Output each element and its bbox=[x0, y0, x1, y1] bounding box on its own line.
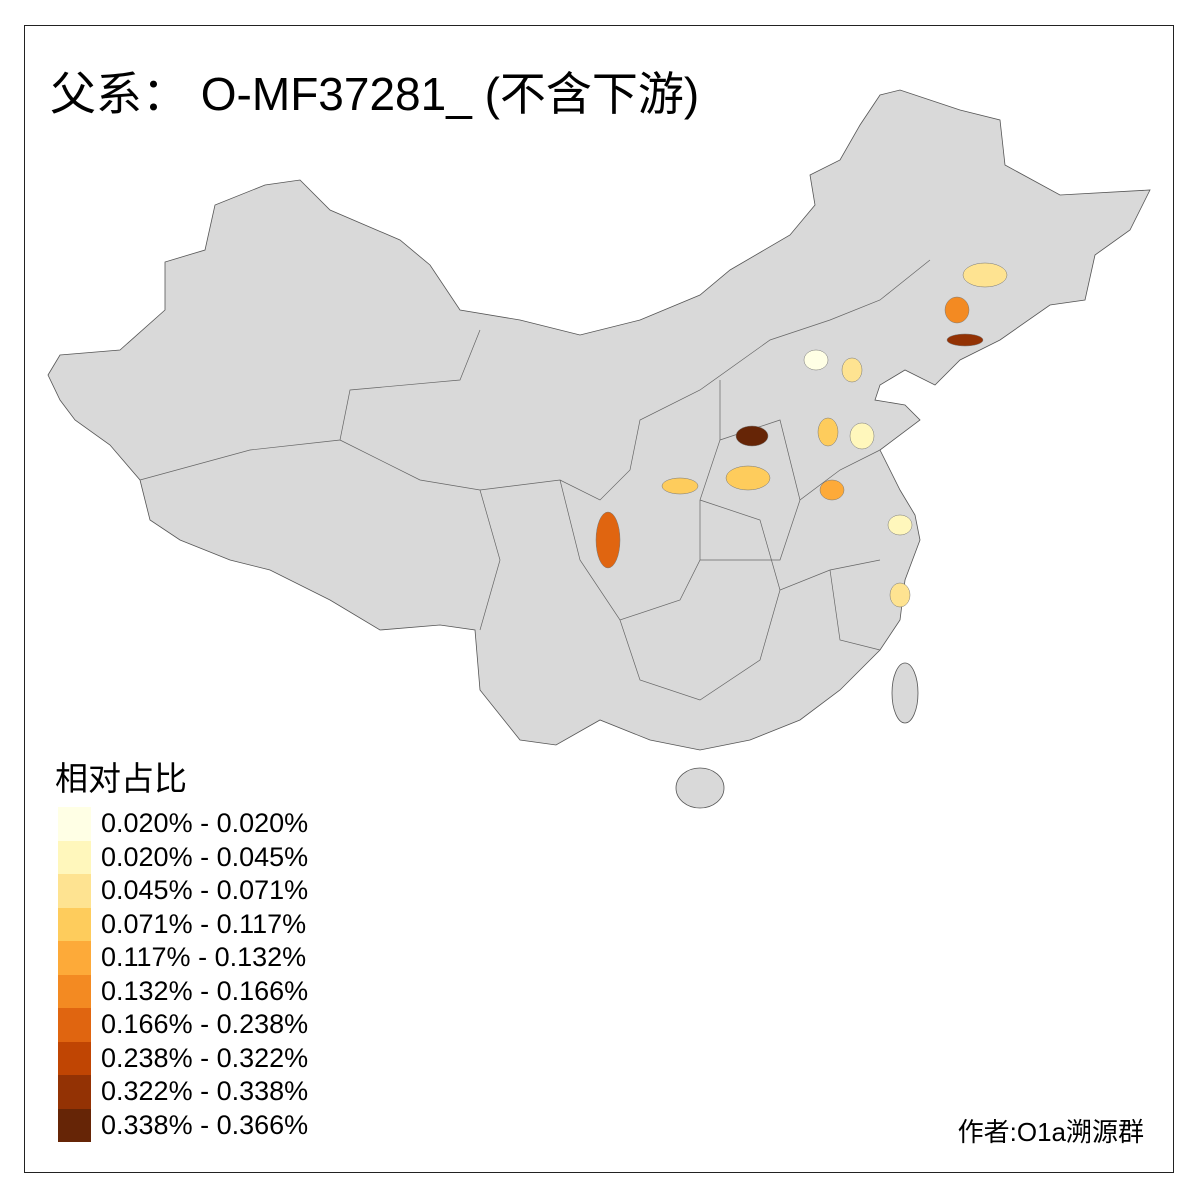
highlighted-region bbox=[725, 465, 771, 491]
legend-label: 0.020% - 0.020% bbox=[101, 808, 309, 839]
legend-swatch bbox=[58, 974, 91, 1008]
legend-item: 0.238% - 0.322% bbox=[58, 1041, 309, 1075]
legend-label: 0.045% - 0.071% bbox=[101, 875, 309, 906]
legend-swatch bbox=[58, 840, 91, 874]
highlighted-region bbox=[817, 417, 839, 447]
map-title: 父系： O-MF37281_ (不含下游) bbox=[50, 68, 700, 120]
map-frame bbox=[24, 25, 1174, 1173]
legend-label: 0.117% - 0.132% bbox=[101, 942, 307, 973]
legend-label: 0.071% - 0.117% bbox=[101, 908, 307, 939]
province-borders bbox=[139, 259, 931, 701]
legend-item: 0.045% - 0.071% bbox=[58, 874, 308, 908]
legend-label: 0.238% - 0.322% bbox=[101, 1042, 309, 1073]
legend-swatch bbox=[58, 941, 91, 975]
legend-swatch bbox=[58, 1108, 91, 1142]
legend-item: 0.071% - 0.117% bbox=[58, 907, 307, 941]
legend-swatch bbox=[58, 907, 91, 941]
legend-item: 0.166% - 0.238% bbox=[58, 1008, 308, 1042]
highlighted-region bbox=[946, 333, 984, 347]
highlighted-region bbox=[887, 514, 913, 536]
legend-swatch bbox=[58, 874, 91, 908]
highlighted-region bbox=[849, 422, 875, 450]
legend-swatch bbox=[58, 1041, 91, 1075]
legend-item: 0.117% - 0.132% bbox=[58, 941, 306, 975]
legend-item: 0.020% - 0.045% bbox=[58, 840, 309, 874]
legend-label: 0.132% - 0.166% bbox=[101, 975, 309, 1006]
legend-item: 0.322% - 0.338% bbox=[58, 1075, 308, 1109]
legend-label: 0.322% - 0.338% bbox=[101, 1076, 309, 1107]
legend-title: 相对占比 bbox=[55, 760, 187, 797]
highlighted-region bbox=[962, 262, 1008, 288]
highlighted-region bbox=[661, 477, 699, 495]
legend-label: 0.166% - 0.238% bbox=[101, 1009, 309, 1040]
highlighted-region bbox=[803, 349, 829, 371]
legend-item: 0.020% - 0.020% bbox=[58, 807, 308, 841]
highlighted-region bbox=[735, 425, 769, 447]
legend-item: 0.338% - 0.366% bbox=[58, 1108, 309, 1142]
legend-label: 0.338% - 0.366% bbox=[101, 1109, 309, 1140]
highlighted-region bbox=[819, 479, 845, 501]
author-credit: 作者:O1a溯源群 bbox=[957, 1117, 1144, 1147]
highlighted-region bbox=[595, 511, 621, 569]
taiwan-island bbox=[891, 662, 919, 724]
china-mainland bbox=[47, 89, 1151, 751]
legend-item: 0.132% - 0.166% bbox=[58, 974, 309, 1008]
legend-swatch bbox=[58, 1075, 91, 1109]
legend-swatch bbox=[58, 1008, 91, 1042]
highlighted-region bbox=[889, 582, 911, 608]
highlighted-region bbox=[944, 296, 970, 324]
highlighted-region bbox=[841, 357, 863, 383]
legend-swatch bbox=[58, 807, 91, 841]
legend-label: 0.020% - 0.045% bbox=[101, 841, 309, 872]
hainan-island bbox=[675, 767, 725, 809]
